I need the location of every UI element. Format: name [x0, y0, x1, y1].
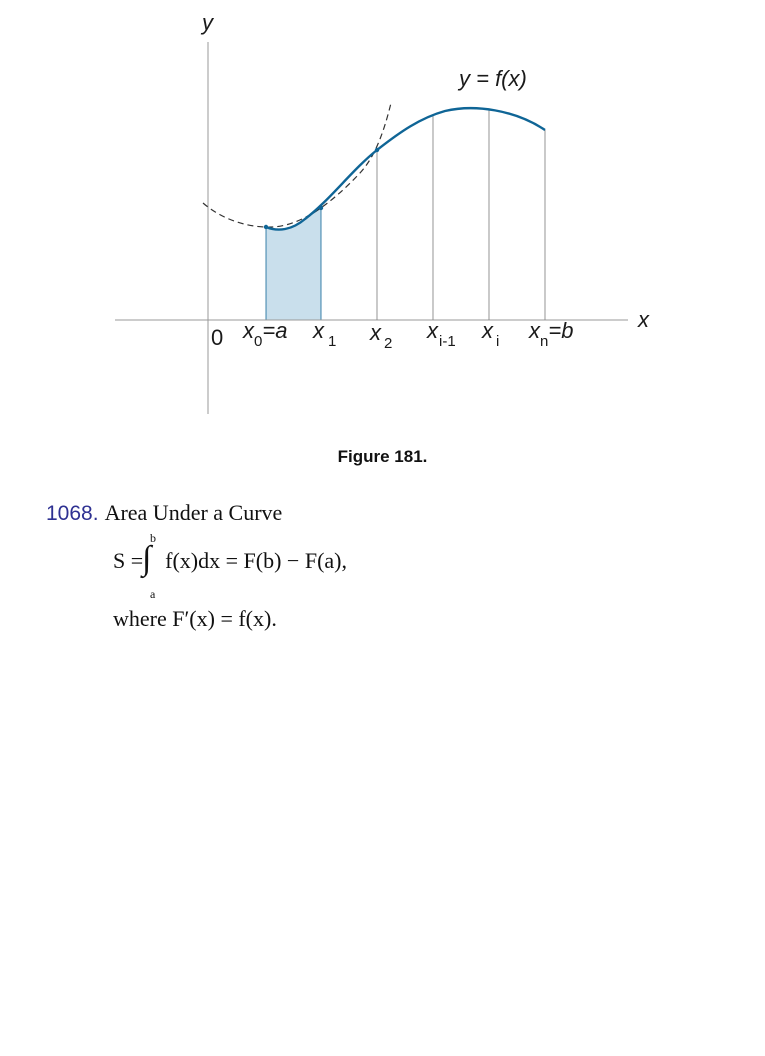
antiderivative-condition: where F′(x) = f(x). [113, 606, 277, 631]
intersection-points [263, 147, 380, 230]
x-axis-label: x [637, 307, 650, 332]
tick-label-xn: xn=b [528, 318, 573, 350]
shaded-area [265, 207, 322, 321]
integral-upper-limit: b [150, 531, 156, 545]
formula-lhs: S = [113, 548, 144, 573]
section-title: Area Under a Curve [104, 500, 283, 525]
figure-caption: Figure 181. [337, 447, 428, 466]
tick-label-xi-1: xi-1 [426, 318, 456, 350]
function-curve [265, 106, 546, 231]
ordinate-lines [376, 110, 546, 320]
section-heading: 1068. Area Under a Curve [46, 500, 282, 526]
dashed-approx-curve [202, 102, 392, 228]
integral-sign-icon: ∫ [142, 540, 152, 577]
section-number: 1068. [46, 502, 99, 525]
tick-label-x0: x0=a [242, 318, 287, 350]
area-formula: S = f(x)dx = F(b) − F(a), [113, 548, 347, 574]
formula-rhs: f(x)dx = F(b) − F(a), [165, 548, 347, 573]
y-axis-label: y [200, 10, 215, 35]
integral-lower-limit: a [150, 587, 156, 601]
origin-label: 0 [211, 325, 223, 350]
curve-label: y = f(x) [457, 66, 527, 91]
